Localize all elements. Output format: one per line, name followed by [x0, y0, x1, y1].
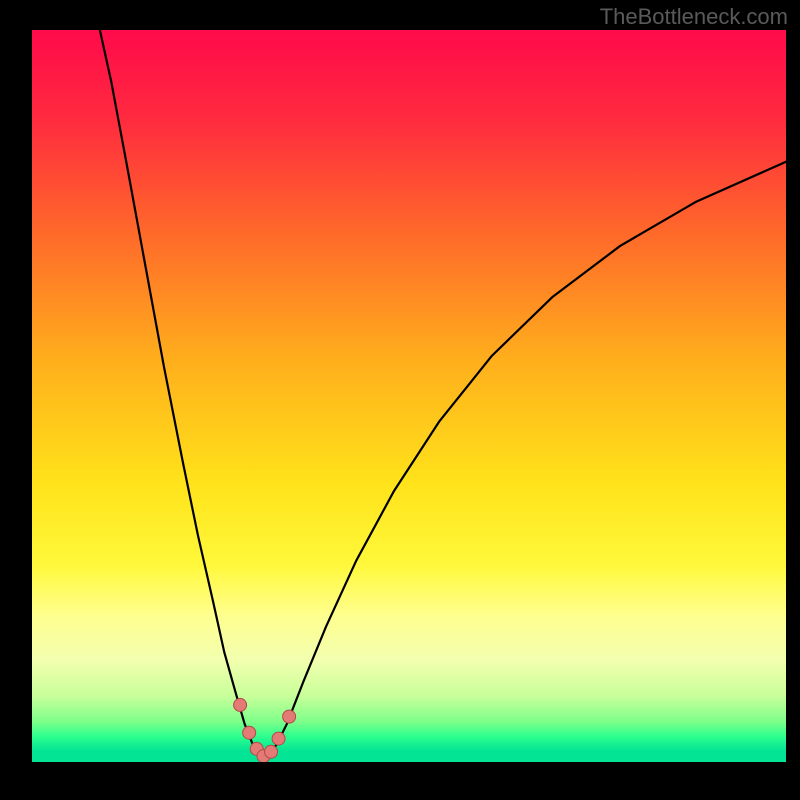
- marker-point: [265, 745, 278, 758]
- marker-point: [283, 710, 296, 723]
- marker-point: [243, 726, 256, 739]
- chart-background: [32, 30, 786, 762]
- bottleneck-curve-chart: [0, 0, 800, 800]
- chart-frame: TheBottleneck.com: [0, 0, 800, 800]
- marker-point: [234, 698, 247, 711]
- marker-point: [272, 732, 285, 745]
- watermark-text: TheBottleneck.com: [600, 4, 788, 30]
